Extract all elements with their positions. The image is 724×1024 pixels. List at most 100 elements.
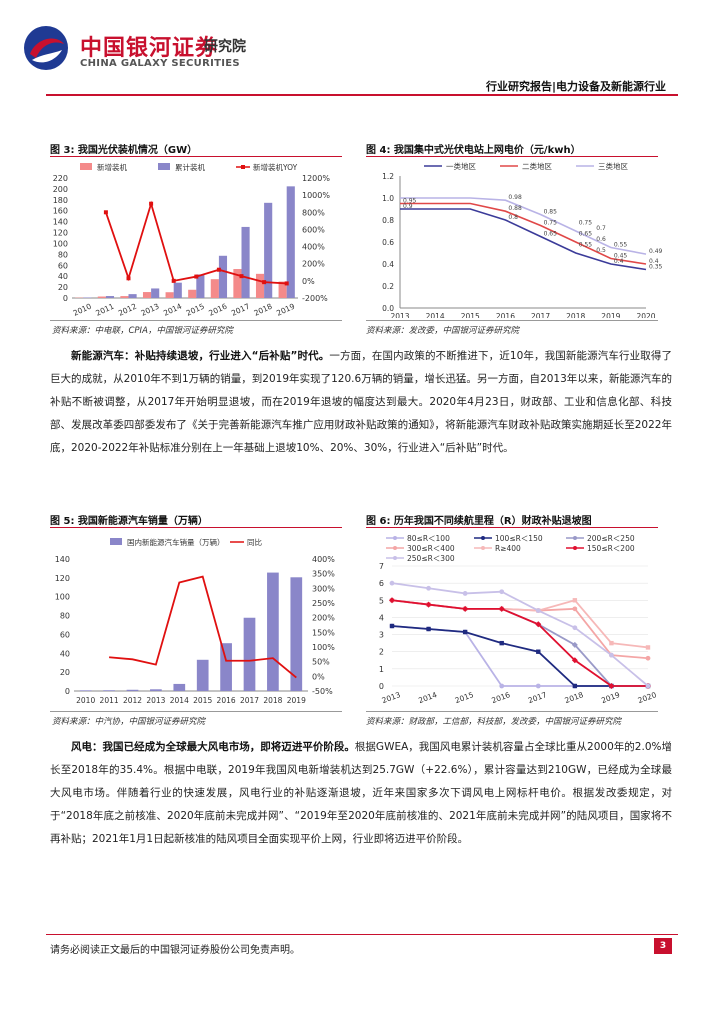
fig3-y-tick-label: 160 bbox=[53, 207, 68, 216]
fig6-legend-label: R≥400 bbox=[495, 544, 521, 553]
footer-divider bbox=[46, 934, 678, 935]
fig3-bar bbox=[233, 269, 242, 298]
fig4-x-tick-label: 2017 bbox=[531, 312, 550, 318]
fig3-bar bbox=[286, 186, 295, 298]
fig5-y-tick-label: 120 bbox=[55, 574, 70, 583]
fig6-x-tick-label: 2016 bbox=[490, 690, 511, 705]
fig3-y-tick-label: 80 bbox=[58, 250, 68, 259]
fig3-bar bbox=[188, 289, 197, 298]
fig5-y2-tick-label: 50% bbox=[312, 658, 330, 667]
fig6-line-point bbox=[389, 623, 395, 629]
footer-disclaimer: 请务必阅读正文最后的中国银河证券股份公司免责声明。 bbox=[50, 945, 300, 956]
fig3-bar bbox=[210, 279, 219, 298]
fig3-bar bbox=[241, 226, 250, 298]
figure-6-source: 资料来源：财政部，工信部，科技部，发改委，中国银河证券研究院 bbox=[366, 717, 622, 727]
fig5-y2-tick-label: -50% bbox=[312, 687, 333, 696]
fig6-line-point bbox=[571, 657, 578, 664]
fig6-line-point bbox=[535, 621, 542, 628]
fig3-line-point bbox=[216, 267, 221, 272]
figure-3-source-rule bbox=[50, 320, 342, 321]
figure-5-source: 资料来源：中汽协，中国银河证券研究院 bbox=[52, 717, 206, 727]
fig6-line-point bbox=[499, 683, 505, 689]
fig3-x-tick-label: 2010 bbox=[72, 302, 93, 318]
fig5-x-tick-label: 2014 bbox=[170, 696, 189, 705]
fig6-line-point bbox=[426, 585, 431, 591]
fig5-bar bbox=[196, 659, 209, 691]
fig6-line-point bbox=[499, 589, 505, 595]
paragraph-lead: 风电：我国已经成为全球最大风电市场，即将迈进平价阶段。 bbox=[71, 741, 355, 753]
fig6-x-tick-label: 2015 bbox=[454, 690, 475, 705]
fig3-legend-label: 累计装机 bbox=[175, 162, 205, 172]
fig5-y-tick-label: 80 bbox=[60, 612, 70, 621]
fig5-bar bbox=[150, 689, 162, 691]
fig4-data-label: 0.55 bbox=[579, 242, 593, 249]
fig6-y-tick-label: 4 bbox=[379, 613, 384, 622]
figure-4-chart: 0.0 0.2 0.4 0.6 0.8 1.0 1.2 2013 2014 2015 2016 201… bbox=[382, 161, 662, 318]
fig3-y2-tick-label: 200% bbox=[302, 260, 325, 269]
fig4-y-tick-label: 0.6 bbox=[382, 238, 394, 247]
fig5-y2-tick-label: 150% bbox=[312, 628, 335, 637]
fig4-y-tick-label: 0.4 bbox=[382, 260, 394, 269]
fig3-bar bbox=[264, 202, 273, 298]
fig6-line-point bbox=[645, 645, 651, 650]
fig4-y-tick-label: 0.0 bbox=[382, 304, 394, 313]
fig5-bar bbox=[220, 643, 232, 691]
fig4-y-tick-label: 1.0 bbox=[382, 194, 394, 203]
fig5-legend-swatch bbox=[110, 538, 122, 545]
fig5-y2-tick-label: 400% bbox=[312, 555, 335, 564]
fig6-line-point bbox=[426, 626, 431, 632]
paragraph-wind-power: 风电：我国已经成为全球最大风电市场，即将迈进平价阶段。根据GWEA，我国风电累计… bbox=[50, 736, 672, 851]
fig3-line-point bbox=[262, 280, 267, 285]
fig4-x-tick-label: 2014 bbox=[426, 312, 445, 318]
fig4-x-tick-label: 2013 bbox=[390, 312, 409, 318]
fig3-legend-label: 新增装机YOY bbox=[253, 162, 298, 172]
fig4-line-series bbox=[400, 202, 647, 265]
fig5-x-tick-label: 2018 bbox=[263, 696, 282, 705]
fig6-y-tick-label: 2 bbox=[379, 648, 384, 657]
fig4-x-tick-label: 2020 bbox=[636, 312, 655, 318]
figure-6-source-rule bbox=[366, 711, 658, 712]
report-category: 行业研究报告|电力设备及新能源行业 bbox=[485, 80, 666, 93]
fig3-legend-marker bbox=[241, 165, 245, 169]
fig4-data-label: 0.65 bbox=[579, 231, 593, 238]
fig3-bar bbox=[142, 292, 152, 298]
fig6-legend-marker bbox=[481, 536, 485, 540]
fig6-line-point bbox=[572, 625, 578, 631]
fig6-legend-label: 250≤R＜300 bbox=[407, 554, 455, 563]
fig3-y2-tick-label: 600% bbox=[302, 225, 325, 234]
fig6-line-point bbox=[571, 641, 578, 648]
fig3-x-tick-label: 2012 bbox=[117, 302, 138, 318]
fig5-y-tick-label: 40 bbox=[60, 649, 70, 658]
fig6-line-series bbox=[391, 625, 648, 687]
fig5-y2-tick-label: 200% bbox=[312, 614, 335, 623]
fig6-line-series bbox=[391, 599, 649, 649]
fig3-y-tick-label: 40 bbox=[58, 272, 68, 281]
fig3-bar bbox=[128, 294, 137, 298]
figure-5-rule bbox=[50, 527, 342, 528]
fig4-legend-label: 三类地区 bbox=[598, 161, 628, 171]
fig4-data-label: 0.75 bbox=[579, 220, 593, 227]
brand-name-en: CHINA GALAXY SECURITIES bbox=[80, 58, 240, 69]
figure-6-title: 图 6: 历年我国不同续航里程（R）财政补贴退坡图 bbox=[366, 516, 592, 527]
fig3-bar bbox=[196, 274, 205, 298]
figure-5-title: 图 5: 我国新能源汽车销量（万辆） bbox=[50, 516, 208, 527]
fig6-line-point bbox=[462, 605, 469, 612]
fig4-x-tick-label: 2018 bbox=[566, 312, 585, 318]
fig4-data-label: 0.75 bbox=[544, 220, 558, 227]
fig6-legend-label: 80≤R＜100 bbox=[407, 534, 450, 543]
fig6-x-tick-label: 2020 bbox=[637, 690, 658, 705]
fig6-line-point bbox=[462, 591, 468, 596]
fig4-data-label: 0.55 bbox=[614, 242, 628, 249]
fig5-x-tick-label: 2017 bbox=[240, 696, 259, 705]
fig6-legend-marker bbox=[481, 546, 485, 550]
fig5-line-series bbox=[109, 575, 297, 679]
figure-3-source: 资料来源：中电联，CPIA，中国银河证券研究院 bbox=[52, 326, 233, 336]
brand-name-cn: 中国银河证券 bbox=[80, 36, 219, 61]
fig3-bar bbox=[97, 296, 106, 298]
fig5-y2-tick-label: 100% bbox=[312, 643, 335, 652]
fig4-y-tick-label: 1.2 bbox=[382, 172, 394, 181]
paragraph-body: 根据GWEA，我国风电累计装机容量占全球比重从2000年的2.0%增长至2018… bbox=[50, 741, 672, 845]
fig3-bar bbox=[165, 292, 174, 298]
fig6-line-point bbox=[609, 640, 614, 646]
fig3-line-point bbox=[149, 201, 154, 206]
